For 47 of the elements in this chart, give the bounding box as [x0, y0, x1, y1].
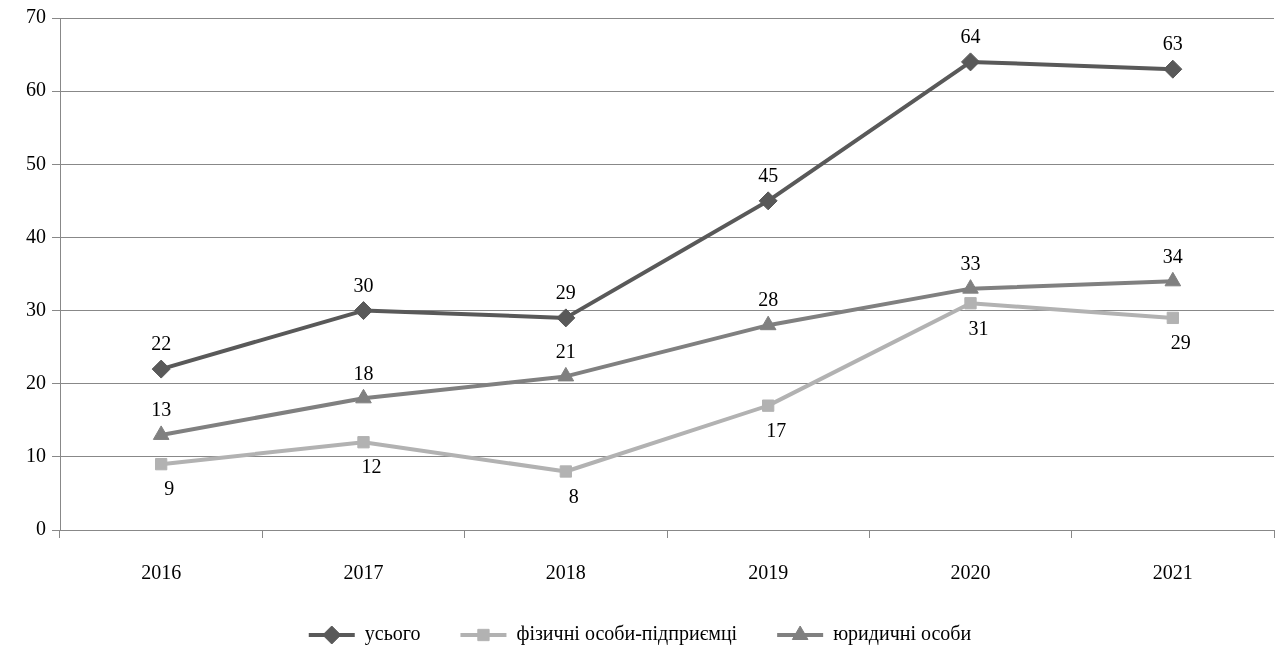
data-label: 28 — [758, 288, 779, 311]
point — [559, 465, 572, 478]
data-label: 45 — [758, 164, 779, 187]
legend-label: усього — [364, 622, 421, 646]
point — [1163, 59, 1183, 79]
data-label: 21 — [555, 339, 576, 362]
point — [758, 191, 778, 211]
y-tick-label: 30 — [26, 297, 46, 320]
x-tick-label: 2020 — [950, 561, 991, 584]
point — [151, 359, 171, 379]
data-label: 63 — [1162, 32, 1183, 55]
data-label: 33 — [960, 251, 981, 274]
data-label: 8 — [568, 484, 579, 507]
y-tick-label: 0 — [36, 517, 46, 540]
legend-label: юридичні особи — [833, 622, 972, 646]
y-tick-label: 20 — [26, 370, 46, 393]
point — [155, 458, 168, 471]
data-label: 17 — [766, 418, 787, 441]
data-label: 12 — [361, 455, 382, 478]
data-label: 29 — [555, 281, 576, 304]
data-label: 9 — [164, 477, 175, 500]
point — [354, 301, 373, 321]
y-tick-label: 10 — [26, 444, 46, 467]
point — [556, 308, 576, 328]
y-tick-label: 70 — [26, 5, 46, 28]
x-tick-label: 2021 — [1152, 561, 1193, 584]
x-tick-label: 2017 — [343, 561, 384, 584]
data-label: 64 — [960, 25, 981, 48]
data-label: 29 — [1170, 331, 1191, 354]
point — [762, 399, 775, 412]
point — [357, 436, 370, 449]
point — [1166, 311, 1179, 325]
data-label: 31 — [968, 316, 989, 339]
x-tick-label: 2016 — [141, 561, 182, 584]
x-tick-label: 2019 — [748, 561, 789, 584]
data-label: 22 — [151, 332, 172, 355]
y-tick-label: 60 — [26, 78, 46, 101]
y-tick-label: 50 — [26, 151, 46, 174]
point — [964, 297, 977, 310]
legend-label: фізичні особи-підприємці — [516, 622, 738, 646]
data-label: 30 — [353, 273, 374, 296]
data-label: 34 — [1162, 244, 1183, 267]
point — [961, 52, 980, 72]
data-label: 13 — [151, 398, 172, 421]
x-tick-label: 2018 — [545, 561, 586, 584]
data-label: 18 — [353, 361, 374, 384]
y-tick-label: 40 — [26, 224, 46, 247]
